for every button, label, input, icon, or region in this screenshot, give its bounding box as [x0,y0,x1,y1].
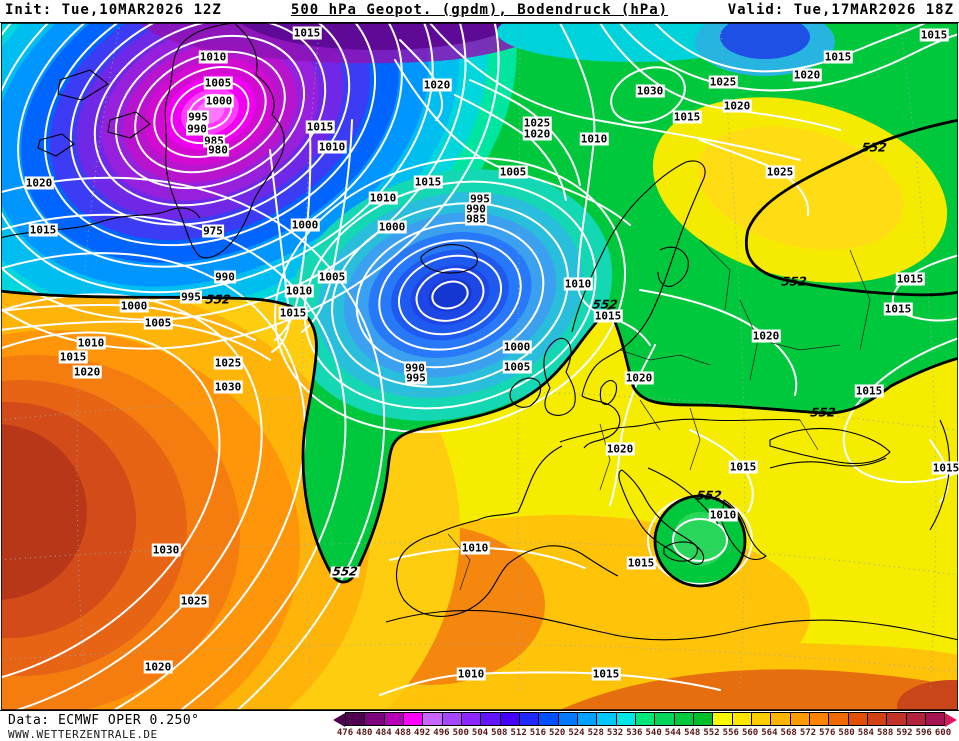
colorbar-segment [597,713,617,725]
colorbar-value: 588 [876,728,894,738]
colorbar-value: 532 [606,728,624,738]
valid-time-label: Valid: Tue,17MAR2026 18Z [727,2,954,18]
colorbar-segment [577,713,598,725]
colorbar-left-arrow-icon [333,713,345,727]
colorbar-value: 488 [394,728,411,738]
colorbar-value: 564 [761,728,778,738]
colorbar-value: 540 [645,728,662,738]
colorbar-value: 512 [510,728,527,738]
colorbar-value: 552 [703,728,720,738]
map-title: 500 hPa Geopot. (gpdm), Bodendruck (hPa) [290,2,669,18]
geopotential-colorbar: 476 480 484 488 492 496 500 504 508 512 516 520 524 5… [333,712,959,741]
country-borders [447,239,871,591]
website-label: WWW.WETTERZENTRALE.DE [8,728,158,741]
init-time-label: Init: Tue,10MAR2026 12Z [5,2,222,18]
colorbar-value: 568 [780,728,797,738]
colorbar-segment [558,713,578,725]
colorbar-value: 516 [529,728,547,738]
colorbar-segment [771,713,791,725]
colorbar-segment [635,713,656,725]
colorbar-segment [655,713,675,725]
coastlines [1,23,958,641]
colorbar-value: 544 [664,728,682,738]
colorbar-value: 600 [934,728,952,738]
colorbar-value: 528 [587,728,604,738]
colorbar-segment [346,713,366,725]
colorbar-segment [519,713,540,725]
colorbar-value: 484 [375,728,392,738]
colorbar-right-arrow-icon [945,713,957,727]
colorbar-value: 492 [414,728,431,738]
colorbar-segment [365,713,385,725]
colorbar-segment [500,713,520,725]
footer-bar: Data: ECMWF OPER 0.250° WWW.WETTERZENTRA… [0,710,959,741]
colorbar-segment [403,713,424,725]
graticule [1,23,958,691]
colorbar-value: 480 [356,728,373,738]
colorbar-value: 560 [741,728,759,738]
colorbar-value: 536 [626,728,643,738]
colorbar-value: 548 [684,728,701,738]
colorbar-segment [674,713,694,725]
colorbar-segment [423,713,443,725]
data-source-label: Data: ECMWF OPER 0.250° [8,713,200,728]
colorbar-value: 500 [452,728,469,738]
colorbar-segment [848,713,868,725]
colorbar-value: 524 [568,728,585,738]
colorbar-segment [906,713,926,725]
colorbar-segment [751,713,772,725]
header-bar: Init: Tue,10MAR2026 12Z 500 hPa Geopot. … [0,0,959,23]
colorbar-segment [887,713,907,725]
warm-gradient-bands [1,291,958,710]
colorbar-value: 496 [433,728,450,738]
contour-552 [1,118,958,588]
colorbar-segment [713,713,733,725]
colorbar-segment [925,713,945,725]
colorbar-value: 556 [722,728,739,738]
colorbar-segment [693,713,714,725]
colorbar-segment [829,713,849,725]
colorbar-segment [616,713,636,725]
colorbar-segment [867,713,888,725]
colorbar-value: 476 [336,728,354,738]
colorbar-segment [442,713,462,725]
iceland-low-field [287,169,613,421]
colorbar-value: 592 [896,728,913,738]
colorbar-segment [790,713,810,725]
colorbar-value: 576 [819,728,836,738]
colorbar-segment [732,713,752,725]
colorbar-segment [481,713,501,725]
colorbar-value: 504 [471,728,489,738]
colorbar-value: 508 [491,728,508,738]
colorbar-value: 572 [799,728,817,738]
colorbar-value: 584 [857,728,874,738]
colorbar-segment [461,713,482,725]
colorbar-segment [384,713,404,725]
colorbar-value: 596 [915,728,932,738]
colorbar-segment [539,713,559,725]
colorbar-value: 580 [838,728,855,738]
colorbar-segment [809,713,830,725]
colorbar-value: 520 [549,728,566,738]
colorbar-strip [345,712,945,726]
